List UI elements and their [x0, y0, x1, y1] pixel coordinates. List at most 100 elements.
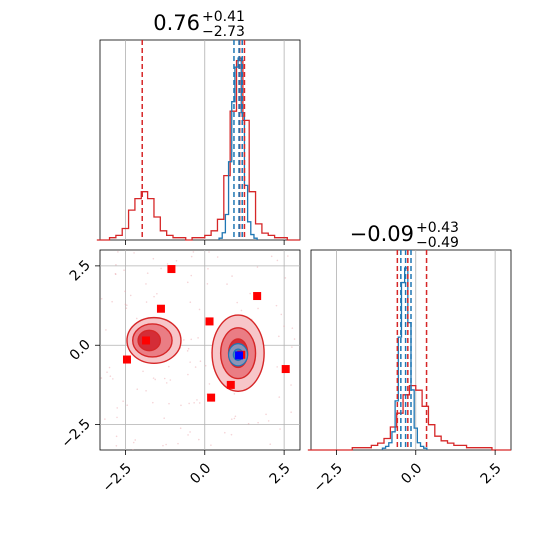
sample-dot	[169, 379, 172, 381]
quantile-lines	[396, 250, 428, 450]
title-lower: −2.73	[202, 24, 245, 40]
red-marker	[142, 336, 151, 345]
sample-dot	[208, 251, 210, 253]
sample-dot	[257, 421, 259, 424]
histograms	[96, 57, 300, 241]
sample-dot	[117, 251, 119, 253]
sample-dot	[108, 366, 111, 369]
sample-dot	[186, 281, 189, 284]
sample-dot	[210, 444, 212, 446]
sample-dot	[104, 418, 106, 420]
sample-dot	[132, 449, 134, 450]
sample-dot	[160, 267, 162, 270]
quantile-lines	[141, 40, 246, 240]
sample-dot	[278, 396, 281, 398]
sample-dot	[290, 411, 292, 413]
title-upper: +0.41	[202, 9, 245, 25]
sample-dot	[280, 313, 283, 316]
red-histogram	[307, 384, 511, 451]
sample-dot	[190, 338, 193, 341]
red-marker	[156, 304, 165, 313]
sample-dot	[100, 377, 103, 379]
sample-dot	[135, 317, 138, 320]
sample-dot	[122, 400, 124, 403]
sample-dot	[198, 438, 200, 441]
sample-dot	[284, 277, 287, 279]
sample-dot	[180, 404, 182, 407]
sample-dot	[129, 294, 132, 297]
sample-dot	[165, 382, 168, 384]
blue-histogram	[218, 57, 258, 240]
sample-dot	[105, 329, 107, 331]
red-marker	[207, 393, 216, 402]
sample-dot	[240, 309, 243, 312]
sample-dot	[287, 255, 289, 257]
sample-dot	[111, 300, 113, 303]
sample-dot	[230, 433, 233, 436]
red-marker	[167, 265, 176, 274]
sample-dot	[109, 375, 112, 377]
x-tick-label: 2.5	[478, 460, 505, 487]
red-marker	[253, 292, 262, 301]
sample-dot	[204, 364, 207, 367]
x-tick-label: 0.0	[398, 460, 425, 487]
sample-dot	[226, 283, 228, 285]
panel-frame	[99, 249, 301, 451]
sample-dot	[115, 444, 118, 447]
sample-dot	[145, 389, 147, 392]
sample-dot	[189, 361, 191, 363]
sample-dot	[133, 252, 135, 254]
panel-frame	[99, 39, 301, 241]
sample-dot	[188, 402, 190, 405]
sample-dot	[290, 384, 292, 386]
grid-lines	[335, 250, 496, 450]
sample-dot	[142, 370, 144, 373]
title-upper: +0.43	[416, 220, 459, 236]
sample-dot	[134, 439, 137, 441]
x-tick-label: −2.5	[100, 460, 135, 495]
sample-dot	[124, 290, 126, 293]
histograms	[307, 267, 511, 451]
sample-dot	[168, 402, 170, 405]
sample-dot	[233, 393, 236, 395]
sample-dot	[126, 304, 128, 307]
sample-dot	[276, 366, 278, 368]
sample-dot	[189, 301, 192, 304]
sample-dot	[256, 266, 259, 268]
x-tick-label: 0.0	[187, 460, 214, 487]
sample-dot	[234, 415, 237, 418]
sample-dot	[168, 365, 170, 368]
sample-dot	[126, 404, 129, 407]
sample-dot	[166, 263, 169, 265]
sample-dot	[230, 418, 233, 420]
sample-dot	[175, 260, 178, 262]
sample-dot	[152, 377, 155, 379]
sample-dot	[279, 428, 281, 430]
sample-dot	[206, 283, 209, 285]
sample-dot	[145, 301, 148, 303]
grid-lines	[100, 250, 300, 450]
sample-dot	[257, 307, 259, 310]
sample-dot	[114, 272, 117, 275]
sample-dot	[124, 303, 127, 306]
sample-dot	[146, 272, 149, 274]
sample-dot	[190, 255, 193, 258]
sample-dot	[291, 346, 293, 348]
sample-dot	[283, 325, 285, 327]
markers	[122, 265, 290, 402]
title-value: −0.09	[350, 222, 414, 246]
red-marker	[122, 355, 131, 364]
x-tick-label: −2.5	[311, 460, 346, 495]
sample-dot	[231, 275, 233, 277]
sample-dot	[132, 441, 135, 444]
sample-dot	[236, 301, 238, 304]
y-tick-label: −2.5	[58, 416, 93, 451]
sample-dot	[233, 417, 236, 420]
sample-dot	[196, 399, 198, 401]
axis-ticks	[95, 265, 285, 455]
sample-dot	[267, 420, 270, 422]
joint-panel: −2.5 0.0 2.5 −2.5 0.0 2.5	[58, 249, 301, 496]
sample-dot	[163, 377, 166, 380]
marginal-panel-param2: −2.5 0.0 2.5 −0.09 +0.43 −0.49	[307, 220, 512, 496]
sample-dot	[152, 401, 154, 404]
